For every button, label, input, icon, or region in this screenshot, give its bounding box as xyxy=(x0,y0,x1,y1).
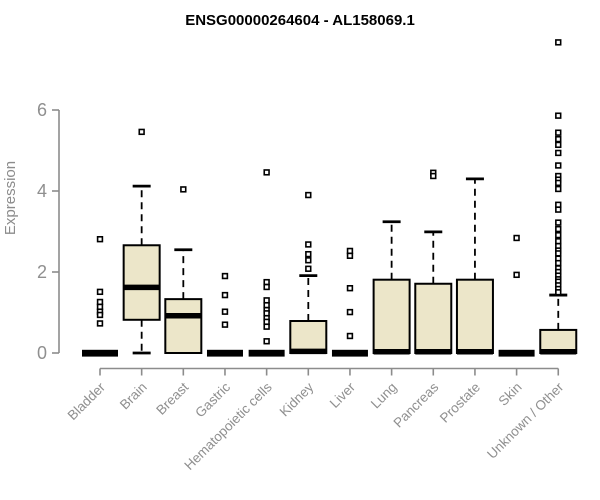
outlier-point xyxy=(555,250,562,257)
outlier-point xyxy=(555,225,562,233)
x-tick-label-pancreas: Pancreas xyxy=(390,379,441,430)
outlier-point xyxy=(346,308,354,316)
outlier-point xyxy=(555,259,562,267)
outlier-point xyxy=(263,169,270,176)
outlier-point xyxy=(263,283,270,291)
outlier-point xyxy=(96,288,104,296)
outlier-point xyxy=(513,271,520,279)
x-tick-label-breast: Breast xyxy=(153,379,191,417)
outlier-point xyxy=(305,191,312,199)
x-tick-label-skin: Skin xyxy=(496,380,525,409)
box-group-breast xyxy=(164,186,203,355)
y-tick-label: 2 xyxy=(37,262,47,282)
y-tick-label: 6 xyxy=(37,100,47,120)
outlier-point xyxy=(346,332,354,340)
outlier-point xyxy=(555,231,562,239)
y-axis-label: Expression xyxy=(2,161,19,235)
box-group-skin xyxy=(498,234,535,357)
y-tick-label: 4 xyxy=(37,181,47,201)
box-group-brain xyxy=(122,128,161,355)
y-tick-label: 0 xyxy=(37,343,47,363)
box-group-pancreas xyxy=(414,169,453,355)
outlier-point xyxy=(305,250,312,258)
x-tick-label-gastric: Gastric xyxy=(192,379,233,420)
box xyxy=(455,278,494,355)
box-group-hematopoietic-cells xyxy=(248,169,285,357)
box xyxy=(164,298,203,355)
box-group-prostate xyxy=(455,177,494,355)
outlier-point xyxy=(138,128,145,136)
outlier-point xyxy=(555,129,562,136)
outlier-point xyxy=(555,289,562,296)
zero-box-bar xyxy=(248,349,285,357)
outlier-point xyxy=(221,321,229,328)
x-tick-label-brain: Brain xyxy=(117,380,150,413)
box xyxy=(372,278,411,355)
outlier-point xyxy=(305,265,312,272)
zero-box-bar xyxy=(331,349,368,357)
outlier-point xyxy=(555,149,562,157)
outlier-point xyxy=(555,141,562,149)
x-tick-label-kidney: Kidney xyxy=(277,379,317,419)
outlier-point xyxy=(513,234,520,242)
zero-box-bar xyxy=(498,349,535,357)
outlier-point xyxy=(346,284,354,292)
x-tick-label-prostate: Prostate xyxy=(437,380,483,426)
outlier-point xyxy=(555,135,562,143)
outlier-point xyxy=(555,219,562,226)
box-group-liver xyxy=(331,247,368,357)
outlier-point xyxy=(305,257,312,264)
zero-box-bar xyxy=(82,349,118,357)
outlier-point xyxy=(555,112,562,119)
outlier-point xyxy=(555,179,562,187)
box-group-lung xyxy=(372,220,411,355)
box xyxy=(122,244,161,321)
outlier-point xyxy=(555,162,562,169)
box-group-gastric xyxy=(206,272,243,357)
chart-title: ENSG00000264604 - AL158069.1 xyxy=(185,12,415,29)
outlier-point xyxy=(430,172,437,180)
box xyxy=(414,282,453,354)
outlier-point xyxy=(305,241,312,248)
outlier-point xyxy=(555,206,562,213)
outlier-point xyxy=(346,252,354,259)
x-tick-label-bladder: Bladder xyxy=(65,379,109,423)
x-tick-label-lung: Lung xyxy=(368,380,400,412)
outlier-point xyxy=(180,186,187,193)
outlier-point xyxy=(221,272,229,280)
outlier-point xyxy=(96,320,104,327)
x-tick-label-liver: Liver xyxy=(327,379,359,411)
x-tick-label-unknown-other: Unknown / Other xyxy=(484,379,567,462)
outlier-point xyxy=(263,338,270,345)
box-group-kidney xyxy=(289,191,328,355)
outlier-point xyxy=(263,323,270,330)
outlier-point xyxy=(221,308,229,315)
outlier-point xyxy=(96,311,104,319)
outlier-point xyxy=(555,39,562,46)
y-axis: 0 2 4 6 xyxy=(37,100,60,363)
box-group-unknown-other xyxy=(539,39,578,355)
outlier-point xyxy=(555,185,562,193)
box-group-bladder xyxy=(82,235,118,357)
zero-box-bar xyxy=(206,349,243,357)
outlier-point xyxy=(221,291,229,299)
outlier-point xyxy=(96,235,104,243)
box xyxy=(289,320,328,355)
